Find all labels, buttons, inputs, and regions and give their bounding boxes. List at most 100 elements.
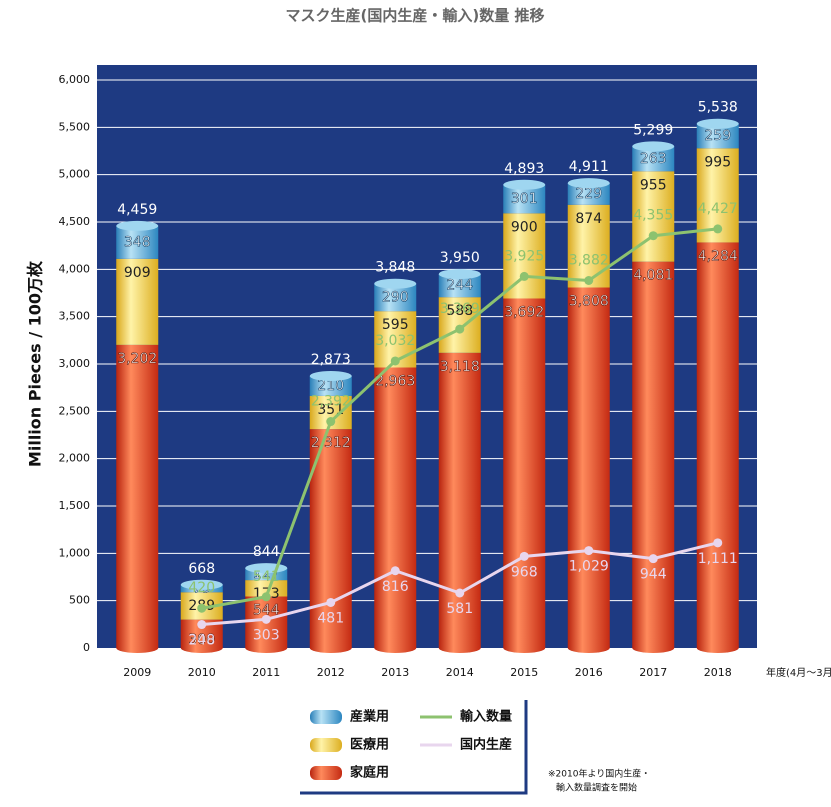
y-tick-label: 500 xyxy=(69,594,90,607)
segment-label: 874 xyxy=(575,211,602,227)
x-tick-label: 2010 xyxy=(188,666,216,679)
legend-label: 輸入数量 xyxy=(460,709,512,725)
line-point xyxy=(584,276,594,286)
y-tick-label: 1,000 xyxy=(59,546,91,559)
bar-segment xyxy=(632,261,675,648)
segment-label: 259 xyxy=(704,128,731,144)
bar-segment xyxy=(438,352,481,648)
y-tick-label: 6,000 xyxy=(59,73,91,86)
bar-cap xyxy=(309,371,352,382)
bar-cap xyxy=(503,179,546,190)
total-label: 4,911 xyxy=(569,159,609,175)
segment-label: 909 xyxy=(124,265,151,281)
x-tick-label: 2017 xyxy=(639,666,667,679)
line-point xyxy=(648,554,658,564)
line-point xyxy=(390,356,400,366)
bar-base xyxy=(696,643,739,653)
segment-label: 348 xyxy=(124,234,151,250)
bar-segment xyxy=(245,580,288,597)
line-point xyxy=(326,417,336,427)
total-label: 668 xyxy=(188,561,215,577)
line-label: 420 xyxy=(188,580,215,596)
total-label: 3,950 xyxy=(440,250,480,266)
segment-label: 3,692 xyxy=(504,304,544,320)
line-label: 541 xyxy=(253,569,280,585)
x-tick-label: 2015 xyxy=(510,666,538,679)
x-axis-note: 年度(4月～3月) xyxy=(766,666,831,679)
segment-label: 244 xyxy=(446,278,473,294)
x-tick-label: 2014 xyxy=(446,666,474,679)
segment-label: 263 xyxy=(640,151,667,167)
segment-label: 2,312 xyxy=(311,435,351,451)
segment-label: 290 xyxy=(382,289,409,305)
line-label: 1,029 xyxy=(569,559,609,575)
bar-base xyxy=(567,643,610,653)
y-tick-label: 1,500 xyxy=(59,499,91,512)
line-point xyxy=(519,551,529,561)
line-point xyxy=(713,538,723,548)
bar-cap xyxy=(567,178,610,189)
bar-segment xyxy=(567,183,610,205)
segment-label: 229 xyxy=(575,186,602,202)
y-tick-label: 4,000 xyxy=(59,262,91,275)
line-label: 968 xyxy=(511,564,538,580)
line-point xyxy=(197,603,207,613)
line-point xyxy=(261,614,271,624)
line-label: 2,392 xyxy=(311,394,351,410)
segment-label: 544 xyxy=(253,603,280,619)
line-label: 3,925 xyxy=(504,248,544,264)
bar-segment xyxy=(116,225,159,259)
bar-base xyxy=(632,643,675,653)
y-tick-label: 5,000 xyxy=(59,168,91,181)
legend-label: 産業用 xyxy=(350,709,389,725)
bar-cap xyxy=(438,269,481,280)
x-tick-label: 2012 xyxy=(317,666,345,679)
y-tick-label: 0 xyxy=(83,641,90,654)
legend-swatch xyxy=(310,738,342,752)
legend-label: 医療用 xyxy=(350,737,389,753)
line-point xyxy=(326,597,336,607)
y-tick-label: 3,000 xyxy=(59,357,91,370)
x-tick-label: 2013 xyxy=(381,666,409,679)
y-tick-label: 2,500 xyxy=(59,404,91,417)
line-label: 4,355 xyxy=(633,208,673,224)
segment-label: 210 xyxy=(317,378,344,394)
bar-segment xyxy=(438,274,481,298)
bar-segment xyxy=(116,258,159,345)
footnote: 輸入数量調査を開始 xyxy=(556,782,637,794)
segment-label: 900 xyxy=(511,219,538,235)
line-point xyxy=(261,592,271,602)
segment-label: 2,963 xyxy=(375,374,415,390)
total-label: 5,299 xyxy=(633,122,673,138)
bar-segment xyxy=(374,367,417,648)
x-tick-label: 2016 xyxy=(575,666,603,679)
line-point xyxy=(713,224,723,234)
total-label: 3,848 xyxy=(375,260,415,276)
bar-base xyxy=(374,643,417,653)
segment-label: 3,808 xyxy=(569,294,609,310)
total-label: 2,873 xyxy=(311,352,351,368)
segment-label: 3,118 xyxy=(440,359,480,375)
bar-cap xyxy=(632,141,675,152)
line-label: 303 xyxy=(253,627,280,643)
legend-swatch xyxy=(310,766,342,780)
bar-segment xyxy=(309,376,352,396)
total-label: 5,538 xyxy=(698,100,738,116)
line-label: 3,032 xyxy=(375,333,415,349)
line-label: 4,427 xyxy=(698,201,738,217)
legend-swatch xyxy=(310,710,342,724)
total-label: 4,459 xyxy=(117,202,157,218)
bar-base xyxy=(309,643,352,653)
line-point xyxy=(197,620,207,630)
bar-base xyxy=(503,643,546,653)
total-label: 4,893 xyxy=(504,161,544,177)
line-label: 581 xyxy=(446,601,473,617)
segment-label: 301 xyxy=(511,191,538,207)
x-tick-label: 2018 xyxy=(704,666,732,679)
y-tick-label: 3,500 xyxy=(59,310,91,323)
bar-segment xyxy=(567,204,610,288)
bar-segment xyxy=(503,298,546,648)
line-label: 944 xyxy=(640,567,667,583)
legend-label: 家庭用 xyxy=(350,765,389,781)
bar-cap xyxy=(116,220,159,231)
